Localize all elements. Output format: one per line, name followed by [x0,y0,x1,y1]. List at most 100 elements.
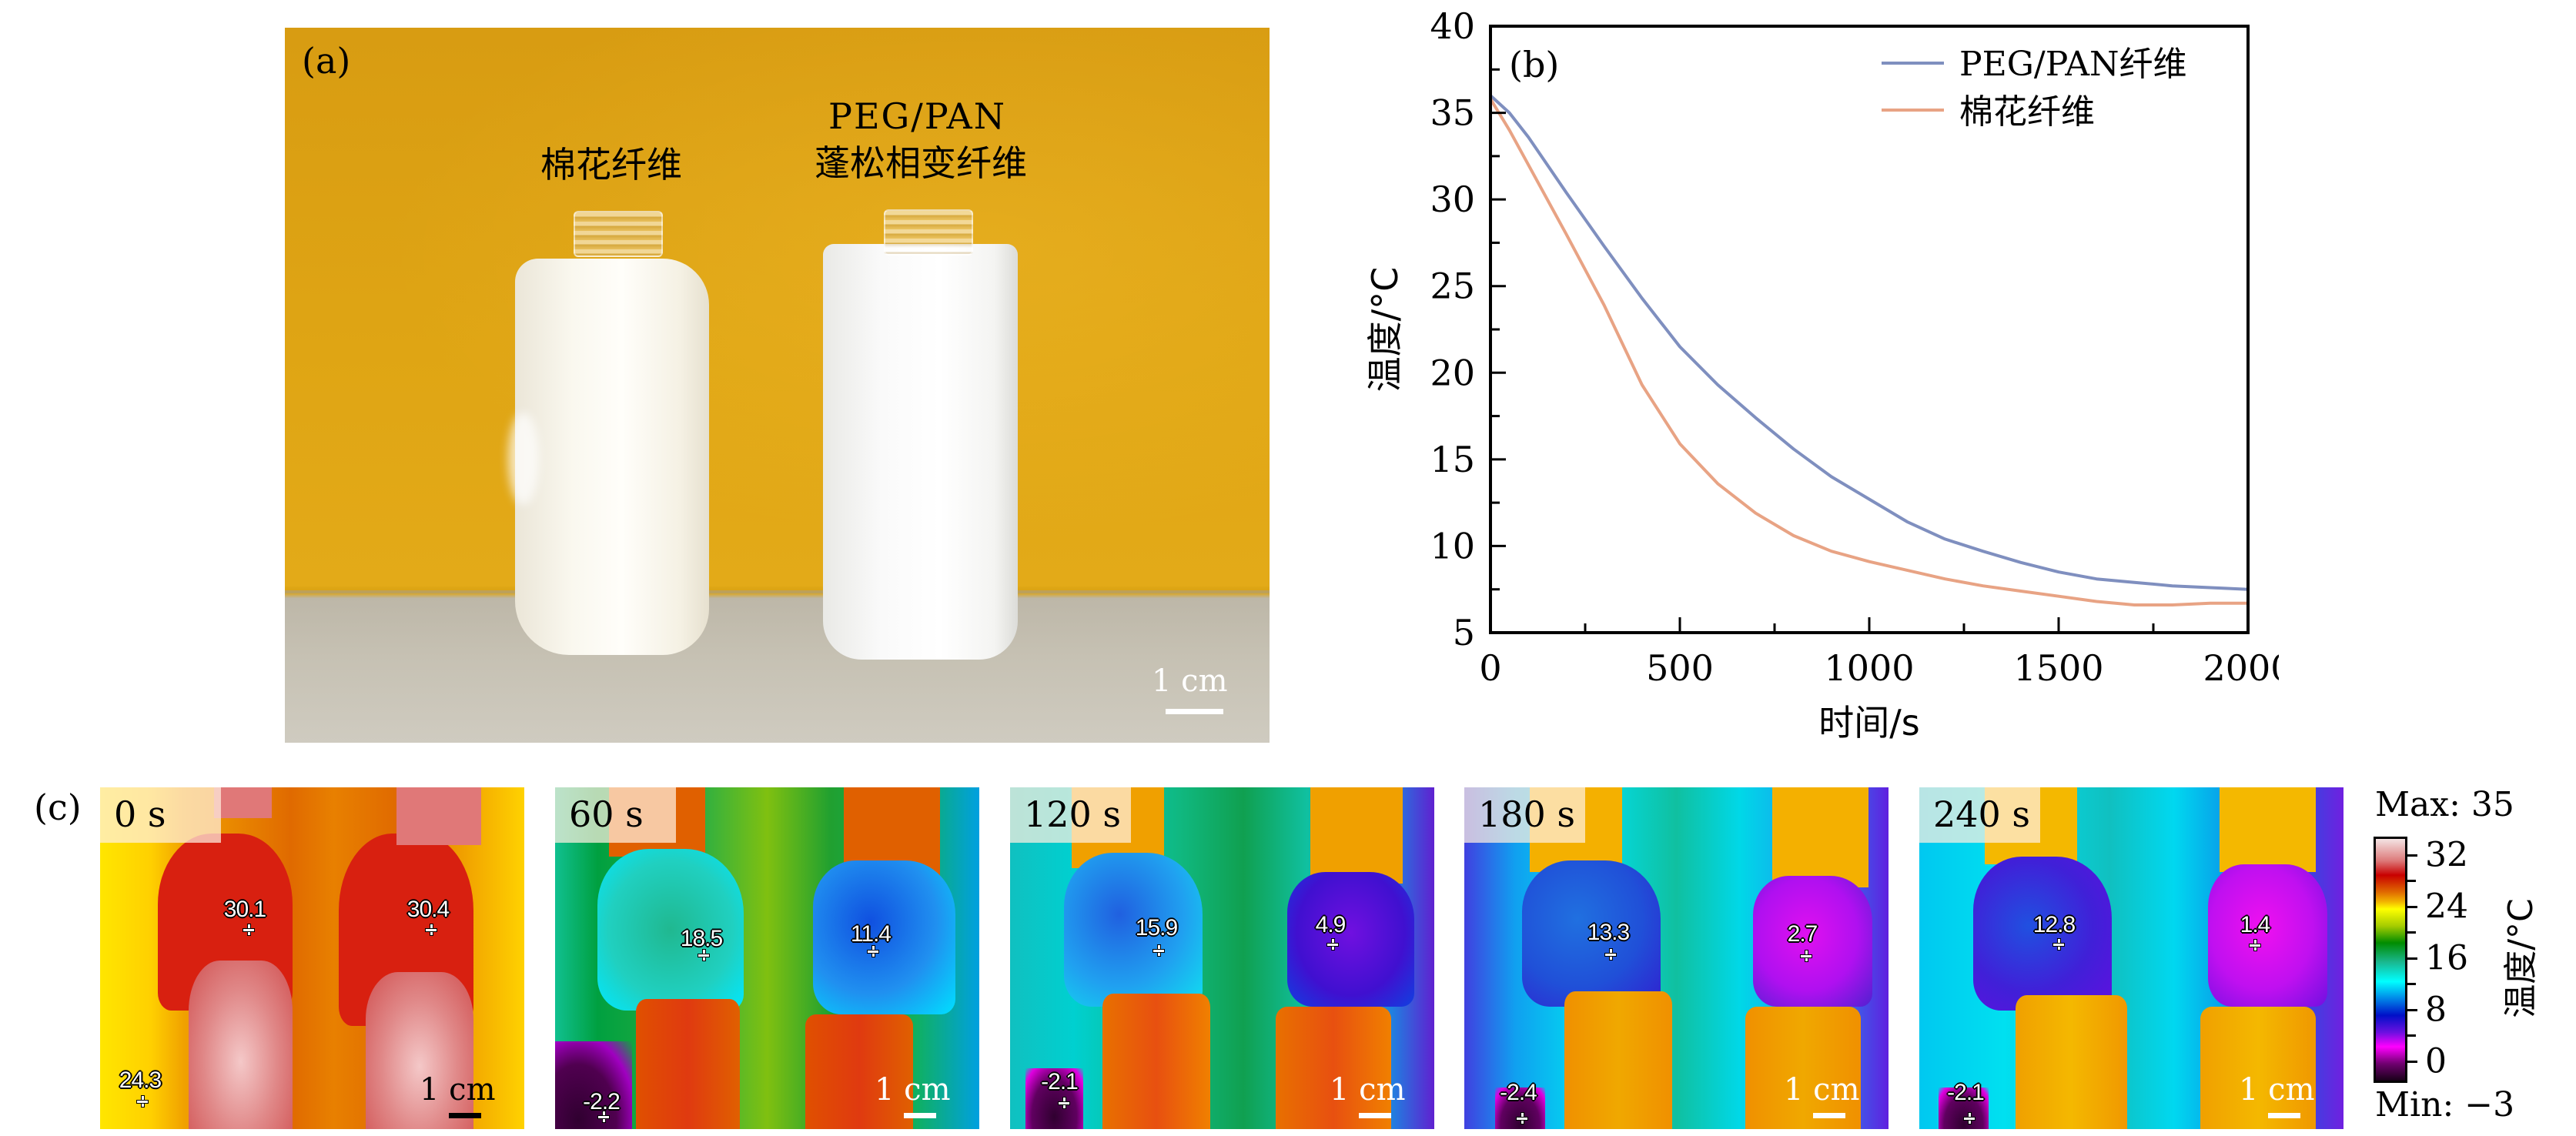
chart-ticks-group: 0 500 1000 1500 2000 5 10 15 20 25 30 35 40 [1430,5,2279,689]
temp-reading-cotton: 12.8 [2032,912,2076,937]
time-label-box: 180 s [1464,787,1585,843]
crosshair-marker-icon [426,924,437,935]
cotton-fiber-cylinder [515,259,709,655]
temp-reading-cotton: 13.3 [1587,920,1630,945]
scale-bar-label: 1 cm [1152,663,1228,699]
scale-bar [2268,1113,2300,1118]
cooling-curve-chart: 0 500 1000 1500 2000 5 10 15 20 25 30 35 40 (b) PEG/… [1364,5,2279,743]
cotton-fiber-label: 棉花纤维 [540,144,682,185]
scale-bar [904,1113,936,1118]
time-label: 120 s [1024,794,1122,835]
x-tick-label: 1000 [1824,647,1914,689]
colorbar-tick-label: 24 [2425,887,2468,927]
legend-label-cotton: 棉花纤维 [1959,92,2095,132]
crosshair-marker-icon [868,946,878,957]
x-tick-label: 2000 [2203,647,2279,689]
thermal-image-240s: 240 s 12.8 1.4 -2.1 1 cm [1919,787,2343,1129]
temp-reading-ice: -2.2 [583,1089,621,1114]
temp-reading-peg: 1.4 [2240,912,2271,937]
crosshair-marker-icon [1517,1113,1527,1124]
scale-bar [449,1113,481,1118]
crosshair-marker-icon [1964,1113,1975,1124]
time-label: 60 s [569,794,644,835]
crosshair-marker-icon [243,924,254,935]
y-tick-label: 20 [1430,352,1475,393]
scale-bar [1359,1113,1391,1118]
colorbar-minor-tick [2405,931,2416,934]
bottle-neck-peg [884,209,973,256]
crosshair-marker-icon [2250,940,2260,951]
series-line-1 [1489,98,2248,606]
cotton-fluff [508,413,539,505]
colorbar-tick-label: 0 [2425,1041,2447,1081]
colorbar-max-label: Max: 35 [2375,785,2514,824]
scale-bar-label: 1 cm [1784,1072,1860,1108]
y-tick-label: 35 [1430,92,1475,134]
panel-label-c: (c) [34,787,82,828]
thermal-image-180s: 180 s 13.3 2.7 -2.4 1 cm [1464,787,1889,1129]
temp-reading-peg: 30.4 [406,897,450,922]
temp-reading-ice: 24.3 [119,1068,162,1093]
thermal-image-120s: 120 s 15.9 4.9 -2.1 1 cm [1010,787,1434,1129]
colorbar-minor-tick [2405,880,2416,882]
time-label-box: 120 s [1010,787,1131,843]
x-tick-label: 500 [1646,647,1714,689]
colorbar-tick-label: 16 [2425,938,2468,978]
legend-label-peg: PEG/PAN纤维 [1959,45,2187,84]
time-label-box: 0 s [100,787,221,843]
colorbar-tick-label: 32 [2425,835,2468,875]
time-label: 0 s [114,794,166,835]
chart-series-group [1489,94,2249,606]
legend: PEG/PAN纤维 棉花纤维 [1882,45,2187,132]
colorbar-tick [2405,1009,2417,1011]
peg-pan-fiber-cylinder [823,244,1018,660]
crosshair-marker-icon [1605,949,1616,960]
colorbar-tick-label: 8 [2425,990,2447,1030]
scale-bar-label: 1 cm [875,1072,951,1108]
time-label: 240 s [1933,794,2031,835]
scale-bar-label: 1 cm [2239,1072,2315,1108]
crosshair-marker-icon [698,950,709,961]
x-tick-label: 0 [1479,647,1501,689]
photo-panel-a: (a) 棉花纤维 PEG/PAN 蓬松相变纤维 1 cm [285,28,1270,743]
crosshair-marker-icon [1801,951,1812,961]
temp-reading-ice: -2.4 [1500,1080,1537,1105]
colorbar-tick [2405,854,2417,857]
colorbar-tick [2405,957,2417,960]
thermal-image-60s: 60 s 18.5 11.4 -2.2 1 cm [555,787,979,1129]
x-axis-title: 时间/s [1818,702,1919,743]
crosshair-marker-icon [1059,1098,1069,1108]
y-tick-label: 10 [1430,525,1475,566]
temperature-colorbar [2374,837,2407,1083]
temp-reading-peg: 2.7 [1787,921,1818,947]
y-tick-label: 25 [1430,266,1475,307]
peg-pan-label: PEG/PAN [828,95,1006,137]
temp-reading-ice: -2.1 [1947,1080,1985,1105]
panel-label-a: (a) [302,40,351,82]
temp-reading-cotton: 18.5 [680,926,723,951]
time-label-box: 240 s [1919,787,2040,843]
plot-frame [1489,25,2250,634]
temp-reading-cotton: 30.1 [223,897,266,922]
panel-label-b: (b) [1509,44,1559,85]
temp-reading-peg: 4.9 [1315,912,1347,937]
time-label: 180 s [1478,794,1576,835]
colorbar-min-label: Min: −3 [2375,1085,2515,1124]
table-edge [285,590,1270,593]
crosshair-marker-icon [2053,939,2064,950]
y-tick-label: 30 [1430,179,1475,220]
colorbar-tick [2405,906,2417,908]
wall-background [285,28,1270,593]
temp-reading-cotton: 15.9 [1135,915,1178,941]
scale-bar [1813,1113,1845,1118]
x-tick-label: 1500 [2013,647,2103,689]
y-tick-label: 15 [1430,439,1475,480]
crosshair-marker-icon [1327,939,1338,950]
y-tick-label: 40 [1430,5,1475,47]
bottle-neck-cotton [574,211,663,257]
colorbar-minor-tick [2405,1034,2416,1037]
crosshair-marker-icon [598,1111,609,1122]
scale-bar [1166,709,1223,714]
crosshair-marker-icon [137,1096,148,1107]
series-line-0 [1489,94,2249,591]
